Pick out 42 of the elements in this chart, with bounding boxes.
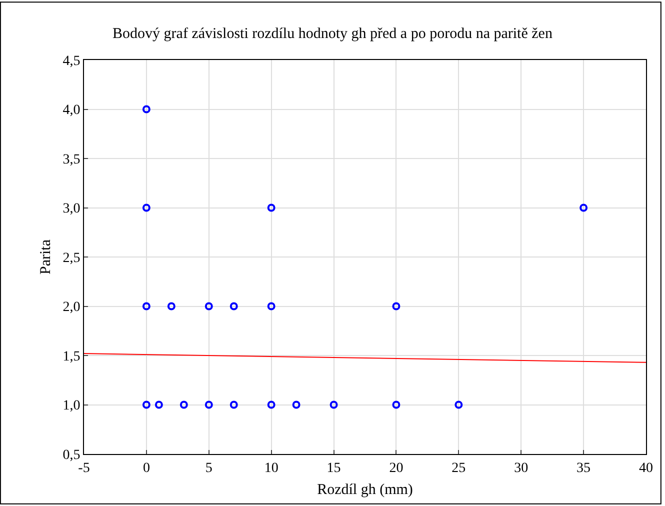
chart-title: Bodový graf závislosti rozdílu hodnoty gh před a po porodu na paritě žen [112, 26, 553, 42]
x-tick-label: 0 [142, 460, 150, 476]
point [180, 400, 188, 409]
y-axis-title: Parita [38, 239, 54, 274]
y-tick-label: 1,0 [62, 398, 80, 414]
point [292, 400, 300, 409]
y-tick-label: 1,5 [62, 349, 80, 364]
x-tick-label: 30 [514, 460, 528, 476]
y-tick-label: 0,5 [62, 448, 80, 463]
point [142, 105, 150, 114]
point [580, 204, 588, 212]
point [142, 302, 150, 310]
x-tick-label: 25 [452, 460, 466, 476]
y-tick-label: 3,0 [62, 202, 80, 217]
x-tick-label: 20 [389, 460, 404, 476]
x-tick-label: 5 [205, 460, 212, 476]
x-tick-label: -5 [78, 460, 90, 476]
x-tick-label: 40 [639, 460, 653, 476]
y-tick-label: 2,5 [62, 250, 80, 266]
x-axis-title: Rozdíl gh (mm) [317, 482, 413, 498]
point [267, 302, 276, 310]
point [142, 204, 150, 212]
x-tick-label: 10 [264, 460, 278, 476]
point [392, 302, 400, 310]
y-tick-label: 4,5 [62, 54, 80, 69]
point [392, 400, 400, 409]
y-tick-label: 3,5 [62, 152, 80, 168]
point [267, 400, 276, 409]
point [142, 400, 150, 409]
x-tick-label: 15 [326, 460, 341, 476]
point [154, 400, 163, 409]
point [454, 400, 463, 409]
point [330, 400, 338, 409]
point [204, 400, 213, 409]
point [267, 204, 276, 212]
point [167, 302, 176, 310]
point [230, 400, 238, 409]
y-tick-label: 4,0 [62, 103, 80, 118]
point [230, 302, 238, 310]
y-tick-label: 2,0 [62, 300, 80, 316]
x-tick-label: 35 [576, 460, 591, 476]
point [204, 302, 213, 310]
